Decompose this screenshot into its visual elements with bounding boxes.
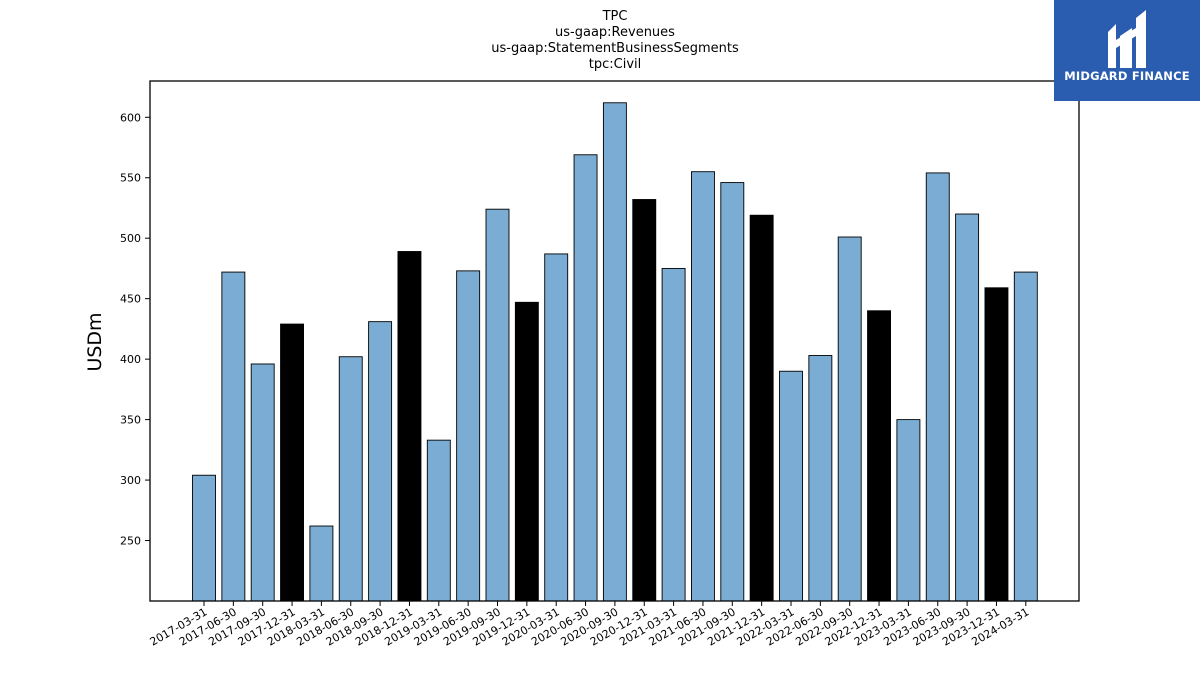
- bar-2020-12-31: [632, 199, 657, 602]
- bar-2019-03-31: [426, 439, 451, 602]
- bars-group: [192, 102, 1038, 602]
- bar-2017-12-31: [280, 323, 304, 602]
- x-axis: 2017-03-312017-06-302017-09-302017-12-31…: [148, 601, 1031, 649]
- y-tick-label-600: 600: [120, 111, 141, 124]
- y-tick-label-400: 400: [120, 353, 141, 366]
- bar-2023-03-31: [896, 419, 921, 602]
- bar-2021-09-30: [720, 182, 745, 602]
- bar-2018-03-31: [309, 525, 334, 602]
- bar-2017-09-30: [250, 363, 275, 602]
- bar-2020-03-31: [544, 253, 569, 602]
- midgard-logo-icon: [1108, 10, 1146, 68]
- bar-2024-03-31: [1013, 271, 1038, 602]
- bar-2022-06-30: [808, 355, 833, 602]
- title-line-1: TPC: [602, 9, 628, 24]
- bar-2021-06-30: [691, 171, 715, 602]
- bar-2023-12-31: [984, 287, 1009, 602]
- y-tick-label-500: 500: [120, 232, 141, 245]
- bar-2017-03-31: [192, 474, 216, 602]
- bar-2019-09-30: [485, 208, 510, 602]
- bar-2018-09-30: [368, 321, 393, 602]
- bar-2022-03-31: [779, 370, 803, 602]
- bar-2022-12-31: [867, 310, 891, 602]
- title-line-3: us-gaap:StatementBusinessSegments: [491, 41, 739, 56]
- bar-2023-06-30: [925, 172, 950, 602]
- brand-name: MIDGARD FINANCE: [1064, 69, 1190, 83]
- y-tick-label-350: 350: [120, 414, 141, 427]
- bar-2020-06-30: [573, 154, 598, 602]
- y-tick-label-250: 250: [120, 535, 141, 548]
- y-tick-label-450: 450: [120, 293, 141, 306]
- bar-2018-12-31: [397, 251, 422, 602]
- bar-2021-12-31: [749, 214, 774, 602]
- chart-title: TPC us-gaap:Revenues us-gaap:StatementBu…: [491, 9, 739, 72]
- y-axis-label: USDm: [84, 312, 106, 371]
- midgard-finance-logo: MIDGARD FINANCE: [1054, 0, 1200, 101]
- title-line-2: us-gaap:Revenues: [555, 25, 675, 40]
- y-axis: 250 300 350 400 450 500 550 600: [120, 111, 150, 548]
- bar-2023-09-30: [955, 213, 980, 602]
- bar-2017-06-30: [221, 271, 246, 602]
- bar-2019-06-30: [456, 270, 481, 602]
- bar-2020-09-30: [602, 102, 627, 602]
- bar-2018-06-30: [338, 356, 363, 602]
- y-tick-label-550: 550: [120, 172, 141, 185]
- plot-frame: [149, 80, 1080, 602]
- title-line-4: tpc:Civil: [589, 57, 641, 72]
- y-tick-label-300: 300: [120, 474, 141, 487]
- bar-2021-03-31: [661, 267, 686, 602]
- bar-2022-09-30: [837, 236, 862, 602]
- bar-2019-12-31: [514, 301, 539, 602]
